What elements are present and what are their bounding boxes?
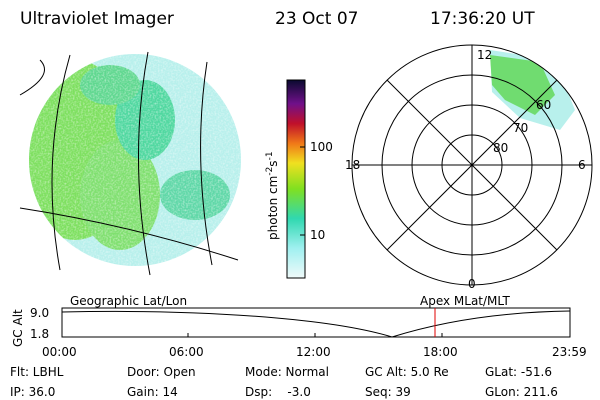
info-field: Dsp: -3.0: [245, 385, 311, 399]
axis-label: GC Alt: [11, 309, 25, 347]
exp: -2: [265, 167, 275, 176]
x-tick-label: 00:00: [42, 345, 77, 359]
mlat-label: 60: [536, 98, 551, 112]
polar-emission: [490, 50, 575, 130]
mlt-label: 0: [468, 277, 476, 291]
mlat-label: 70: [513, 121, 528, 135]
info-field: Mode: Normal: [245, 365, 329, 379]
geo-grid: [19, 51, 239, 276]
x-tick-label: 23:59: [552, 345, 587, 359]
y-tick-label: 1.8: [30, 327, 49, 341]
title: Ultraviolet Imager: [20, 9, 174, 29]
exp: -1: [265, 151, 275, 160]
info-field: GLon: 211.6: [485, 385, 558, 399]
altitude-panel: [61, 307, 571, 338]
x-tick-label: 12:00: [296, 345, 331, 359]
colorbar-tick-label: 100: [310, 140, 333, 154]
info-field: Gain: 14: [127, 385, 178, 399]
x-tick-label: 18:00: [423, 345, 458, 359]
mlt-label: 6: [578, 158, 586, 172]
colorbar: [286, 79, 306, 279]
y-tick-label: 9.0: [30, 306, 49, 320]
info: Flt: LBHL Door: Open Mode: Normal GC Alt: 5…: [10, 365, 558, 399]
x-tick-label: 06:00: [169, 345, 204, 359]
polar-grid: [351, 44, 593, 286]
info-field: GC Alt: 5.0 Re: [365, 365, 449, 379]
colorbar-label: photon cm-2s-1: [265, 151, 280, 240]
info-field: GLat: -51.6: [485, 365, 552, 379]
image-disk: [29, 54, 241, 266]
info-field: IP: 36.0: [10, 385, 55, 399]
info-field: Seq: 39: [365, 385, 411, 399]
time: 17:36:20 UT: [430, 9, 535, 29]
altitude-curve: [61, 310, 571, 338]
date: 23 Oct 07: [275, 9, 358, 29]
mlat-label: 80: [493, 141, 508, 155]
unit: photon cm: [266, 176, 280, 240]
info-field: Flt: LBHL: [10, 365, 64, 379]
mlt-label: 12: [477, 48, 492, 62]
colorbar-tick-label: 10: [310, 228, 325, 242]
info-field: Door: Open: [127, 365, 196, 379]
x-ticks: [187, 333, 443, 337]
panel-label: Geographic Lat/Lon: [70, 294, 187, 308]
panel-label: Apex MLat/MLT: [420, 294, 510, 308]
unit: s: [266, 160, 280, 166]
mlt-label: 18: [345, 158, 360, 172]
